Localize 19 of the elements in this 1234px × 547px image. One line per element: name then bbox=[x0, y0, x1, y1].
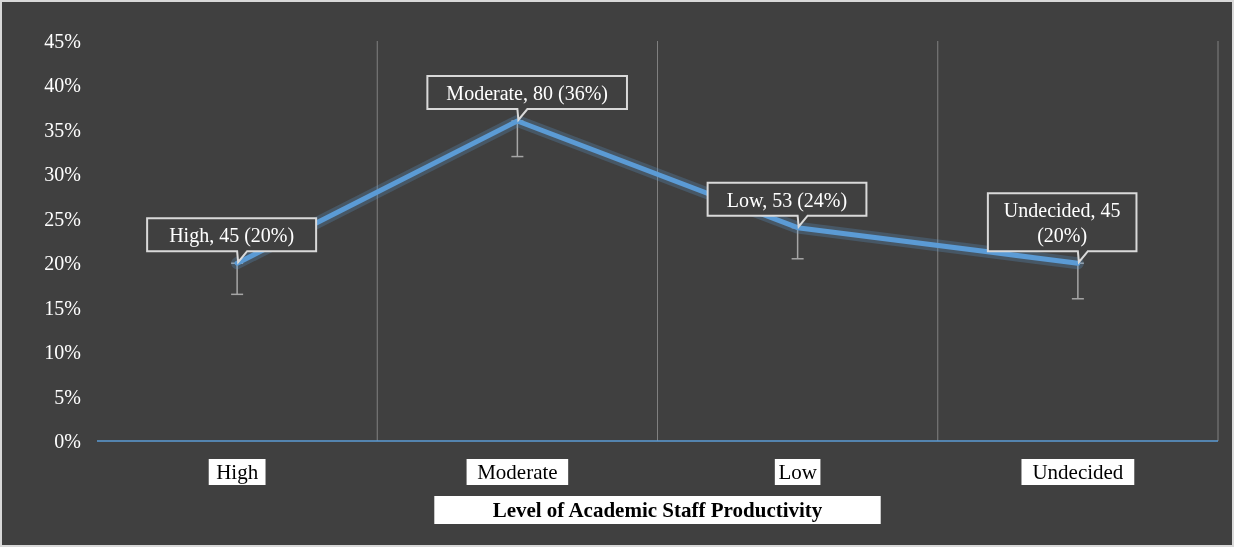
y-tick-label: 20% bbox=[44, 252, 81, 275]
y-tick-label: 30% bbox=[44, 163, 81, 186]
x-tick-label: Moderate bbox=[477, 460, 558, 484]
x-tick-label: Undecided bbox=[1032, 460, 1124, 484]
y-tick-label: 10% bbox=[44, 341, 81, 364]
y-tick-label: 45% bbox=[44, 30, 81, 52]
y-tick-label: 35% bbox=[44, 118, 81, 141]
data-label: High, 45 (20%) bbox=[169, 224, 295, 248]
x-tick-label: Low bbox=[778, 460, 818, 484]
x-axis-title: Level of Academic Staff Productivity bbox=[492, 498, 823, 522]
data-label: Low, 53 (24%) bbox=[726, 188, 848, 212]
y-tick-label: 40% bbox=[44, 74, 81, 97]
data-label: Undecided, 45 (20%) bbox=[1003, 199, 1121, 248]
data-label: Moderate, 80 (36%) bbox=[446, 82, 608, 105]
y-tick-label: 25% bbox=[44, 207, 81, 230]
y-tick-label: 15% bbox=[44, 296, 81, 319]
x-tick-label: High bbox=[216, 460, 259, 484]
y-tick-label: 0% bbox=[54, 430, 81, 452]
y-tick-label: 5% bbox=[54, 385, 81, 408]
